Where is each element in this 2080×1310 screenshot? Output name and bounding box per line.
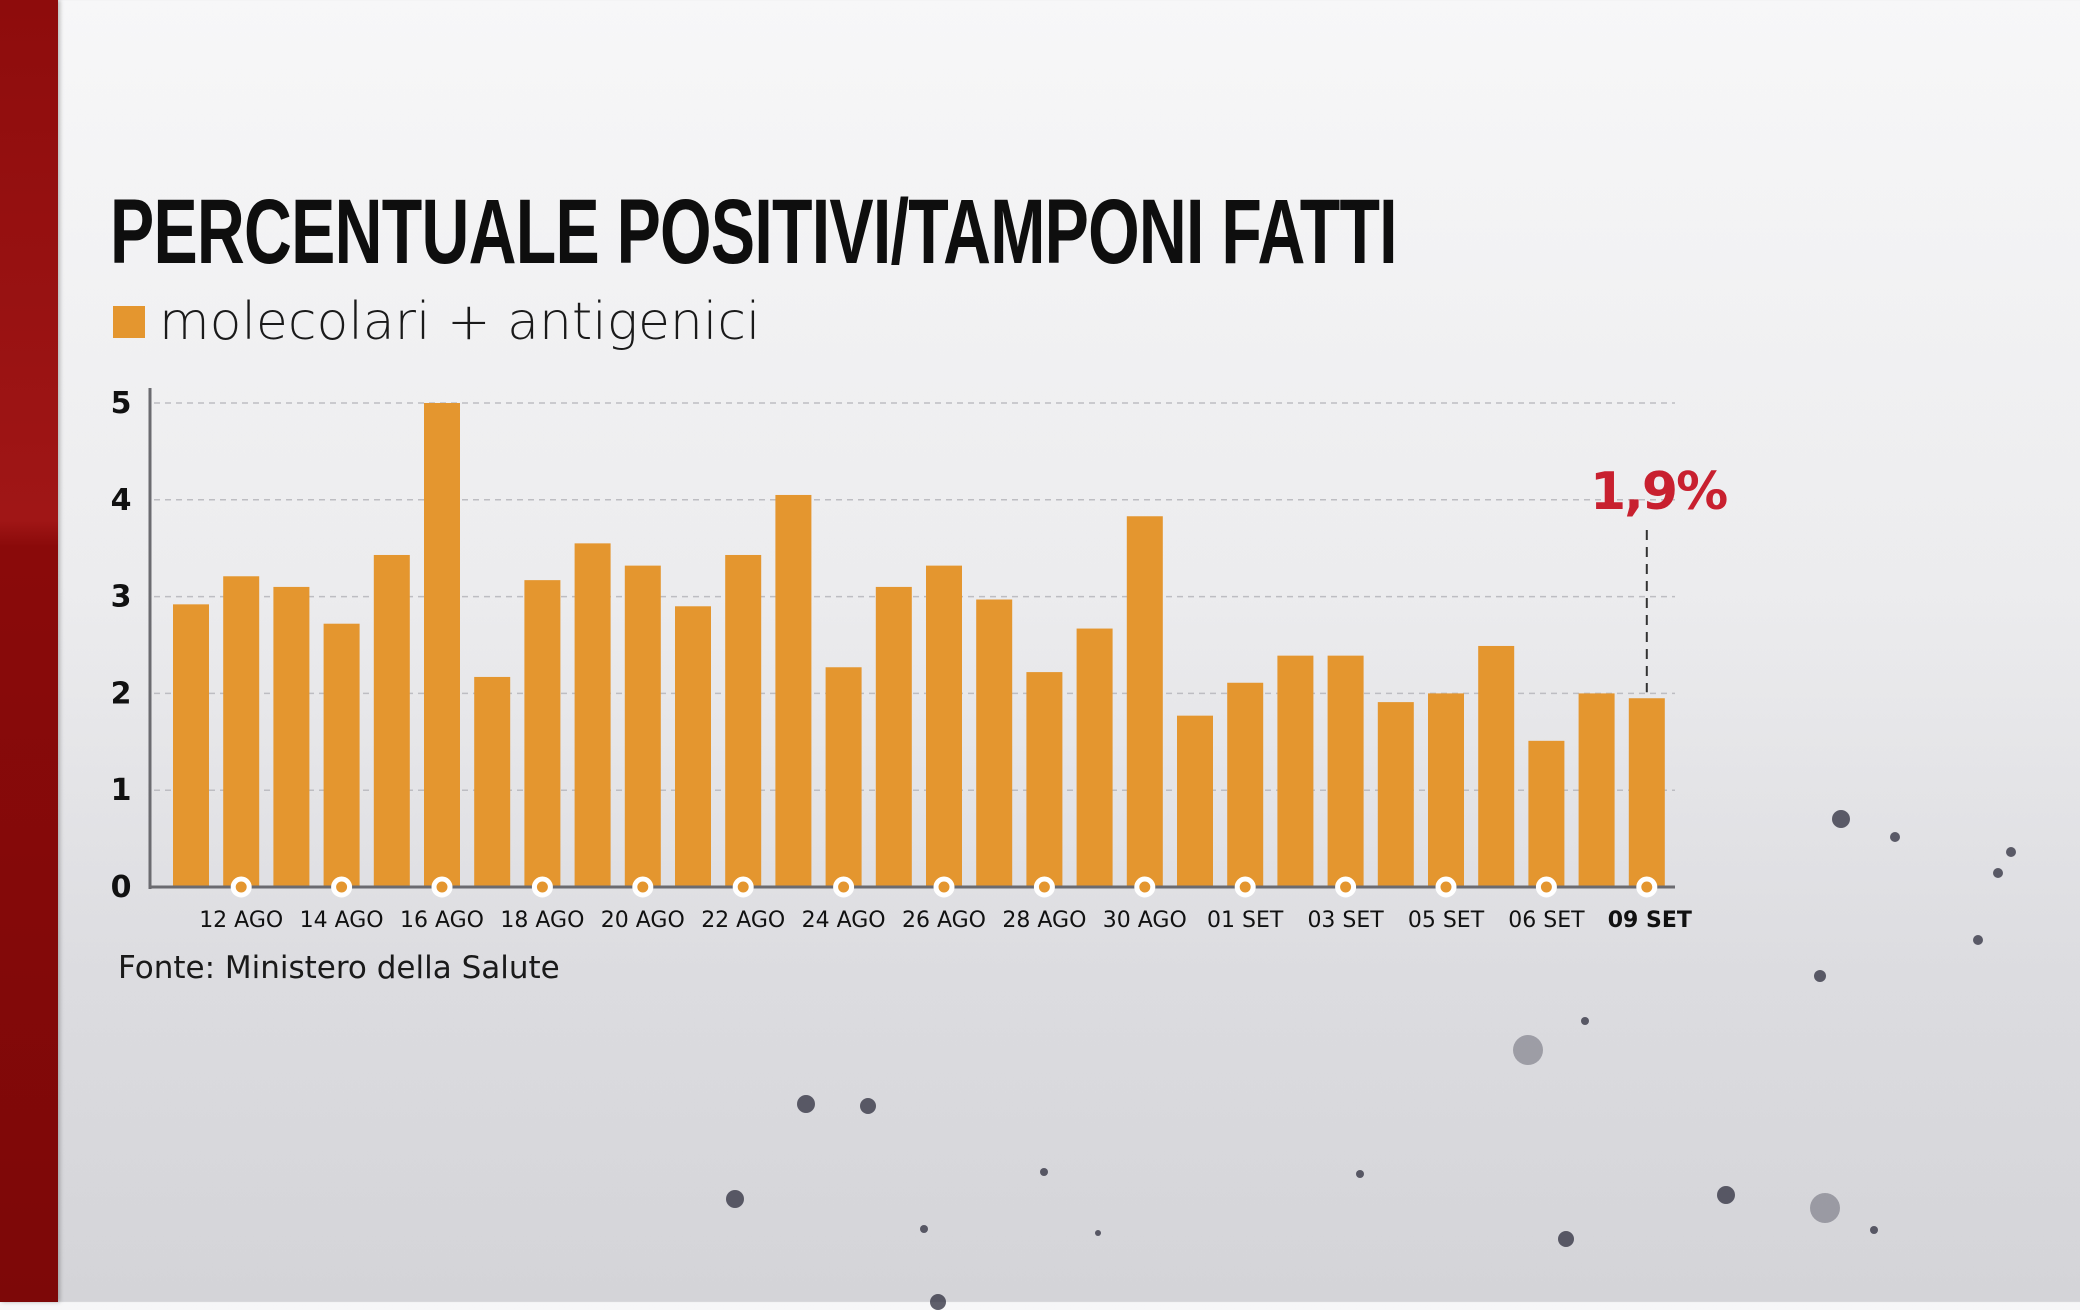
y-tick-label: 5 (111, 386, 132, 421)
bar (624, 565, 661, 887)
bar (926, 565, 962, 887)
tick-marker (732, 876, 754, 898)
bar (1578, 693, 1615, 887)
bar (373, 554, 410, 887)
speck-dot (1717, 1186, 1735, 1204)
bar (875, 586, 912, 887)
y-tick-label: 0 (111, 870, 132, 905)
bar (323, 623, 360, 887)
speck-dot (1040, 1168, 1048, 1176)
bar (1227, 682, 1264, 887)
x-tick-label: 28 AGO (1002, 908, 1086, 933)
x-tick-label: 16 AGO (400, 908, 484, 933)
bar (1126, 516, 1163, 887)
x-tick-label: 06 SET (1508, 908, 1585, 933)
x-tick-label: 20 AGO (601, 908, 685, 933)
tick-marker (632, 876, 654, 898)
x-tick-label: 22 AGO (701, 908, 785, 933)
x-tick-label: 01 SET (1207, 908, 1284, 933)
bar (173, 604, 209, 887)
speck-dot (1356, 1170, 1364, 1178)
speck-dot (1870, 1226, 1878, 1234)
speck-dot (1558, 1231, 1574, 1247)
x-tick-label: 03 SET (1307, 908, 1384, 933)
bar (1628, 698, 1665, 887)
y-tick-label: 1 (111, 773, 132, 808)
speck-dot (1814, 970, 1826, 982)
bar (675, 606, 711, 887)
bar (273, 586, 310, 887)
bar (1428, 693, 1464, 887)
speck-dot (1581, 1017, 1589, 1025)
bar (574, 543, 611, 887)
legend-swatch (113, 306, 145, 338)
legend-label: molecolari + antigenici (159, 292, 761, 352)
bar (1528, 740, 1565, 887)
speck-dot (1095, 1230, 1101, 1236)
x-tick-label: 30 AGO (1103, 908, 1187, 933)
side-band (0, 0, 58, 1302)
tick-marker (933, 876, 955, 898)
speck-dot (797, 1095, 815, 1113)
speck-dot (930, 1294, 946, 1310)
x-tick-label: 26 AGO (902, 908, 986, 933)
bar (1177, 715, 1213, 887)
bar (1478, 645, 1515, 887)
speck-dot (1832, 810, 1850, 828)
bar (424, 403, 460, 887)
y-tick-label: 4 (111, 483, 132, 518)
bar (1327, 655, 1364, 887)
tick-marker (1435, 876, 1457, 898)
tick-marker (1535, 876, 1557, 898)
tick-marker (531, 876, 553, 898)
bar (1277, 655, 1314, 887)
x-tick-label: 24 AGO (802, 908, 886, 933)
speck-dot (2006, 847, 2016, 857)
bar (1377, 702, 1414, 887)
bar (1026, 672, 1063, 887)
bar (825, 667, 862, 887)
speck-dot (1810, 1193, 1840, 1223)
tick-marker (1234, 876, 1256, 898)
bar (223, 576, 260, 887)
source-note: Fonte: Ministero della Salute (118, 950, 560, 986)
tick-marker (431, 876, 453, 898)
bar (524, 580, 561, 887)
tick-marker (1636, 876, 1658, 898)
speck-dot (860, 1098, 876, 1114)
speck-dot (1890, 832, 1900, 842)
bar (725, 554, 762, 887)
x-tick-label: 14 AGO (300, 908, 384, 933)
chart-title: PERCENTUALE POSITIVI/TAMPONI FATTI (110, 181, 1398, 283)
tick-marker (1134, 876, 1156, 898)
last-value-annotation: 1,9% (1590, 462, 1728, 522)
speck-dot (1973, 935, 1983, 945)
x-tick-label: 09 SET (1608, 908, 1692, 933)
x-tick-label: 05 SET (1408, 908, 1485, 933)
tick-marker (331, 876, 353, 898)
tick-marker (1033, 876, 1055, 898)
x-tick-label: 12 AGO (199, 908, 283, 933)
tick-marker (1335, 876, 1357, 898)
tick-marker (230, 876, 252, 898)
tick-marker (833, 876, 855, 898)
bar (976, 599, 1013, 887)
x-tick-label: 18 AGO (500, 908, 584, 933)
speck-dot (1513, 1035, 1543, 1065)
bar (474, 676, 511, 887)
bar (1076, 628, 1113, 887)
bar (775, 494, 812, 887)
speck-dot (726, 1190, 744, 1208)
speck-dot (920, 1225, 928, 1233)
y-tick-label: 2 (111, 676, 132, 711)
y-tick-label: 3 (111, 580, 132, 615)
speck-dot (1993, 868, 2003, 878)
legend: molecolari + antigenici (113, 292, 760, 352)
